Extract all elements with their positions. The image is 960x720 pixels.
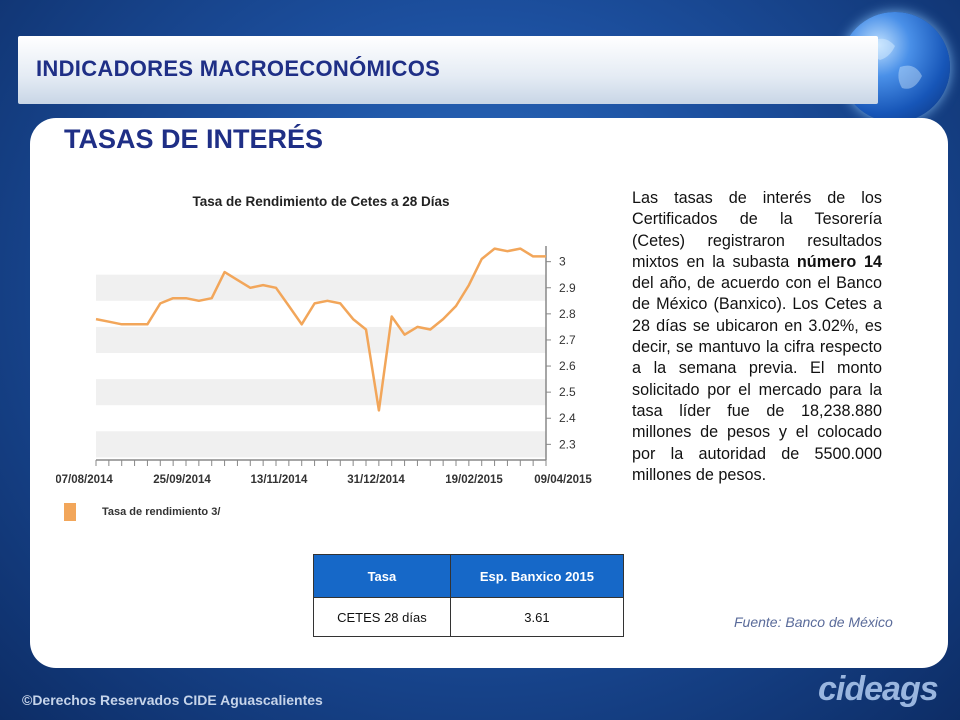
header-title: INDICADORES MACROECONÓMICOS xyxy=(36,56,441,81)
body-paragraph: Las tasas de interés de los Certificados… xyxy=(632,188,882,486)
table-row: CETES 28 días 3.61 xyxy=(313,597,625,637)
grid-band xyxy=(96,379,546,406)
grid-band xyxy=(96,326,546,353)
legend-swatch xyxy=(64,503,76,521)
grid-band xyxy=(96,274,546,301)
chart-title: Tasa de Rendimiento de Cetes a 28 Días xyxy=(192,194,450,209)
footer-copyright: ©Derechos Reservados CIDE Aguascalientes xyxy=(22,692,323,708)
grid-band xyxy=(96,431,546,458)
rate-table: Tasa Esp. Banxico 2015 CETES 28 días 3.6… xyxy=(313,554,625,637)
y-tick-label: 2.5 xyxy=(559,385,576,399)
footer-logo: cideags xyxy=(818,670,939,708)
table-cell: CETES 28 días xyxy=(313,597,451,637)
source-note: Fuente: Banco de México xyxy=(734,614,893,630)
y-tick-label: 3 xyxy=(559,255,566,269)
x-tick-label: 07/08/2014 xyxy=(56,474,113,486)
y-tick-label: 2.9 xyxy=(559,281,576,295)
header-bar xyxy=(18,36,878,104)
series-line xyxy=(95,247,546,412)
y-tick-label: 2.6 xyxy=(559,359,576,373)
y-tick-label: 2.7 xyxy=(559,333,576,347)
table-header-cell: Tasa xyxy=(313,554,451,598)
section-title: TASAS DE INTERÉS xyxy=(64,124,324,154)
y-tick-label: 2.8 xyxy=(559,307,576,321)
x-tick-label: 09/04/2015 xyxy=(534,474,592,486)
y-tick-label: 2.4 xyxy=(559,411,576,425)
table-header-cell: Esp. Banxico 2015 xyxy=(449,554,625,598)
table-header-row: Tasa Esp. Banxico 2015 xyxy=(313,554,625,598)
x-tick-label: 31/12/2014 xyxy=(347,474,405,486)
body-text-bold: número 14 xyxy=(796,252,882,271)
rate-line-chart: 2.3 2.4 2.5 2.6 2.7 2.8 2.9 3 07/08/2014 25/09/20… xyxy=(56,246,592,486)
y-tick-label: 2.3 xyxy=(559,437,576,451)
x-tick-label: 13/11/2014 xyxy=(251,474,309,486)
table-cell: 3.61 xyxy=(449,597,625,637)
body-text-end: del año, de acuerdo con el Banco de Méxi… xyxy=(632,274,882,484)
x-tick-label: 25/09/2014 xyxy=(153,474,211,486)
body-text-start: Las tasas de interés de los Certificados… xyxy=(632,189,882,271)
x-tick-label: 19/02/2015 xyxy=(445,474,503,486)
legend-label: Tasa de rendimiento 3/ xyxy=(102,506,221,518)
